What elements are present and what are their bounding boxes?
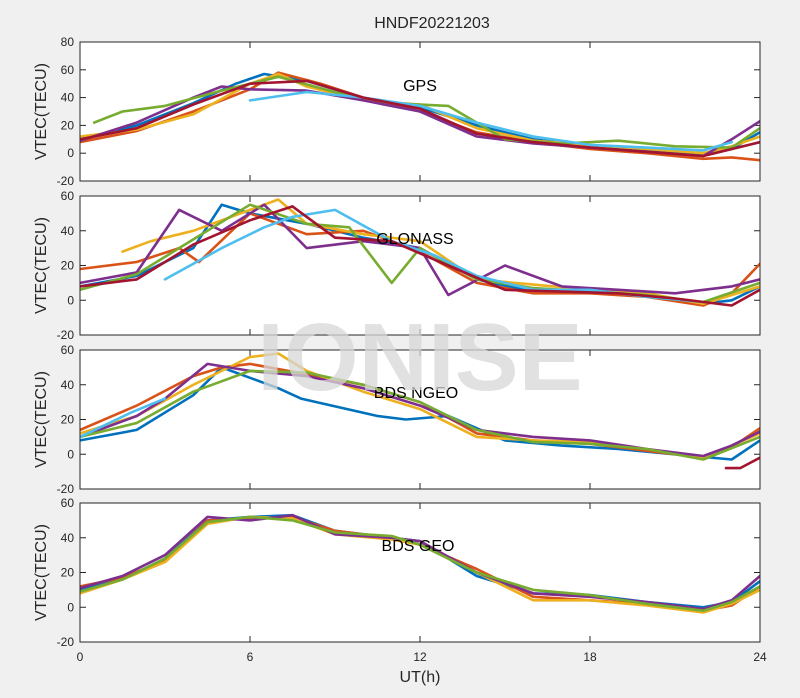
y-tick-label: 60 [61,63,75,77]
series-line [80,72,760,156]
panel-1: -20 0 20 40 60 80 VTEC(TECU) GPS [33,35,761,188]
series-line [92,75,760,149]
series-line [80,79,760,158]
watermark: IONISE [257,304,582,411]
series-line [80,369,760,461]
y-tick-label: 0 [67,146,74,160]
figure-title: HNDF20221203 [374,15,490,32]
series-group [80,198,760,307]
x-tick-label: 18 [583,650,597,664]
axes-frame [79,41,761,182]
y-tick-label: -20 [57,328,75,342]
y-tick-label: -20 [57,635,75,649]
y-tick-label: -20 [57,174,75,188]
x-tick-label: 24 [753,650,767,664]
plot-area [80,503,760,642]
system-label: BDS GEO [382,538,455,555]
series-group [80,352,760,470]
y-axis-label: VTEC(TECU) [33,371,50,468]
y-axis-label: VTEC(TECU) [33,217,50,314]
y-tick-label: 20 [61,259,75,273]
y-axis-label: VTEC(TECU) [33,524,50,621]
y-tick-label: 20 [61,566,75,580]
y-tick-label: 60 [61,189,75,203]
axes-frame [79,502,761,643]
x-tick-label: 6 [247,650,254,664]
series-line [80,515,760,614]
x-tick-label: 12 [413,650,427,664]
y-tick-label: 20 [61,413,75,427]
x-axis-label: UT(h) [400,669,441,686]
series-line [80,397,167,439]
panel-2: -20 0 20 40 60 VTEC(TECU) GLONASS [33,189,761,342]
series-line [248,90,734,152]
series-line [80,362,760,458]
y-tick-label: 60 [61,343,75,357]
y-tick-label: 80 [61,35,75,49]
x-tick-label: 0 [77,650,84,664]
y-tick-label: 0 [67,293,74,307]
series-line [121,198,760,306]
series-line [724,456,760,470]
system-label: GLONASS [376,231,453,248]
y-tick-label: 0 [67,600,74,614]
plot-area [80,196,760,335]
y-tick-label: 40 [61,91,75,105]
axes-frame [79,195,761,336]
y-axis-label: VTEC(TECU) [33,63,50,160]
y-tick-label: -20 [57,482,75,496]
y-tick-label: 40 [61,531,75,545]
series-group [80,71,760,162]
y-tick-label: 20 [61,118,75,132]
series-line [80,205,760,307]
panel-4: -20 0 20 40 60 VTEC(TECU) BDS GEO [33,496,761,649]
system-label: BDS NGEO [374,385,458,402]
series-group [80,513,760,614]
y-tick-label: 60 [61,496,75,510]
panel-3: -20 0 20 40 60 VTEC(TECU) BDS NGEO [33,343,761,496]
y-tick-label: 40 [61,224,75,238]
y-tick-label: 40 [61,378,75,392]
series-line [80,515,760,613]
system-label: GPS [403,78,437,95]
y-tick-label: 0 [67,447,74,461]
axes-frame [79,349,761,490]
series-line [163,208,705,304]
